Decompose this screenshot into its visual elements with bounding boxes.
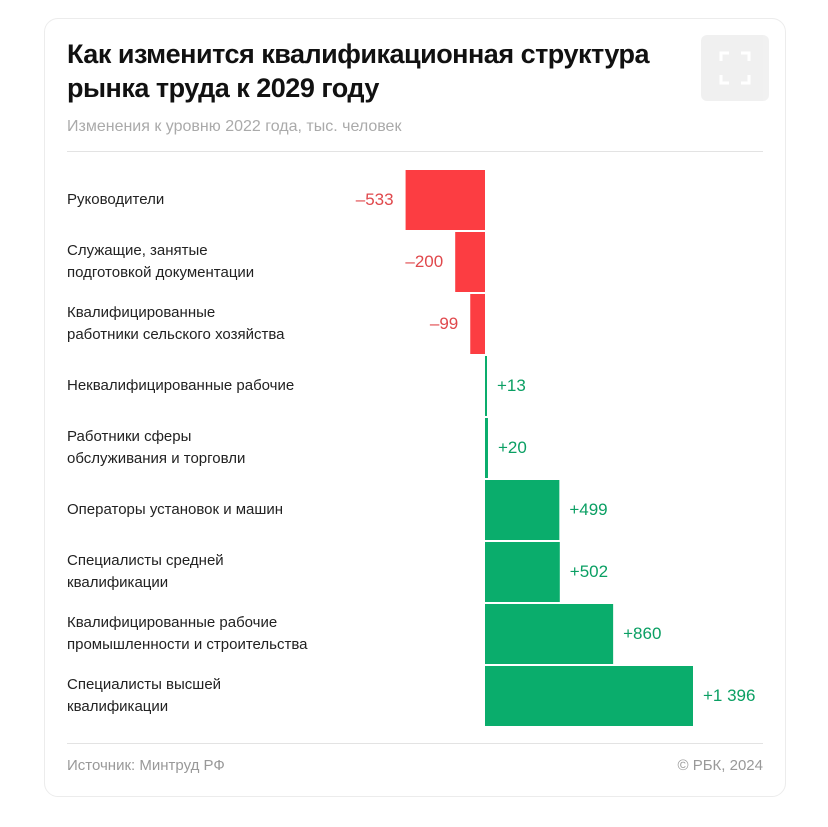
- source-note: Источник: Минтруд РФ: [67, 757, 225, 774]
- data-label: +20: [497, 438, 527, 457]
- category-label-line: обслуживания и торговли: [67, 450, 246, 467]
- data-label: +1 396: [703, 686, 756, 705]
- bar: [485, 356, 487, 416]
- category-label: Квалифицированные рабочие промышленности …: [67, 612, 367, 656]
- data-label: –533: [355, 190, 394, 209]
- category-label: Руководители: [67, 189, 367, 211]
- data-label: +499: [569, 500, 608, 519]
- category-label-line: Специалисты средней: [67, 552, 224, 569]
- category-label: Служащие, занятые подготовкой документаци…: [67, 240, 367, 284]
- category-label: Квалифицированные работники сельского хоз…: [67, 302, 367, 346]
- bars: [405, 170, 693, 726]
- data-label: +860: [623, 624, 662, 643]
- data-label: +13: [497, 376, 526, 395]
- category-label: Работники сферы обслуживания и торговли: [67, 426, 367, 470]
- category-label: Операторы установок и машин: [67, 499, 367, 521]
- bar: [470, 294, 485, 354]
- category-label-line: Неквалифицированные рабочие: [67, 377, 295, 394]
- category-label-line: Квалифицированные: [67, 304, 216, 321]
- category-label-line: Специалисты высшей: [67, 676, 222, 693]
- category-label-line: Квалифицированные рабочие: [67, 614, 278, 631]
- bar: [485, 418, 488, 478]
- category-label-line: Работники сферы: [67, 428, 192, 445]
- category-label-line: квалификации: [67, 574, 169, 591]
- category-label-line: квалификации: [67, 698, 169, 715]
- bar: [455, 232, 485, 292]
- bar: [405, 170, 485, 230]
- chart-subtitle: Изменения к уровню 2022 года, тыс. челов…: [67, 118, 402, 135]
- category-label: Специалисты средней квалификации: [67, 550, 367, 594]
- expand-icon: [719, 51, 751, 85]
- category-label-line: подготовкой документации: [67, 264, 255, 281]
- category-label-line: работники сельского хозяйства: [67, 326, 285, 343]
- bar: [485, 542, 560, 602]
- category-label-line: Операторы установок и машин: [67, 501, 284, 518]
- chart-title: Как изменится квалификационная структура…: [67, 39, 650, 103]
- divider: [67, 743, 763, 744]
- data-label: –200: [405, 252, 444, 271]
- category-label-line: Руководители: [67, 191, 165, 208]
- bar: [485, 480, 560, 540]
- category-label-line: Служащие, занятые: [67, 242, 208, 259]
- category-label-line: промышленности и строительства: [67, 636, 308, 653]
- bar: [485, 666, 693, 726]
- data-label: +502: [569, 562, 609, 581]
- category-label: Специалисты высшей квалификации: [67, 674, 367, 718]
- divider: [67, 151, 763, 152]
- chart-card: Как изменится квалификационная структура…: [44, 18, 786, 797]
- bar: [485, 604, 614, 664]
- data-label: –99: [429, 314, 459, 333]
- copyright: © РБК, 2024: [677, 757, 763, 774]
- category-label: Неквалифицированные рабочие: [67, 375, 367, 397]
- expand-button[interactable]: [701, 35, 769, 101]
